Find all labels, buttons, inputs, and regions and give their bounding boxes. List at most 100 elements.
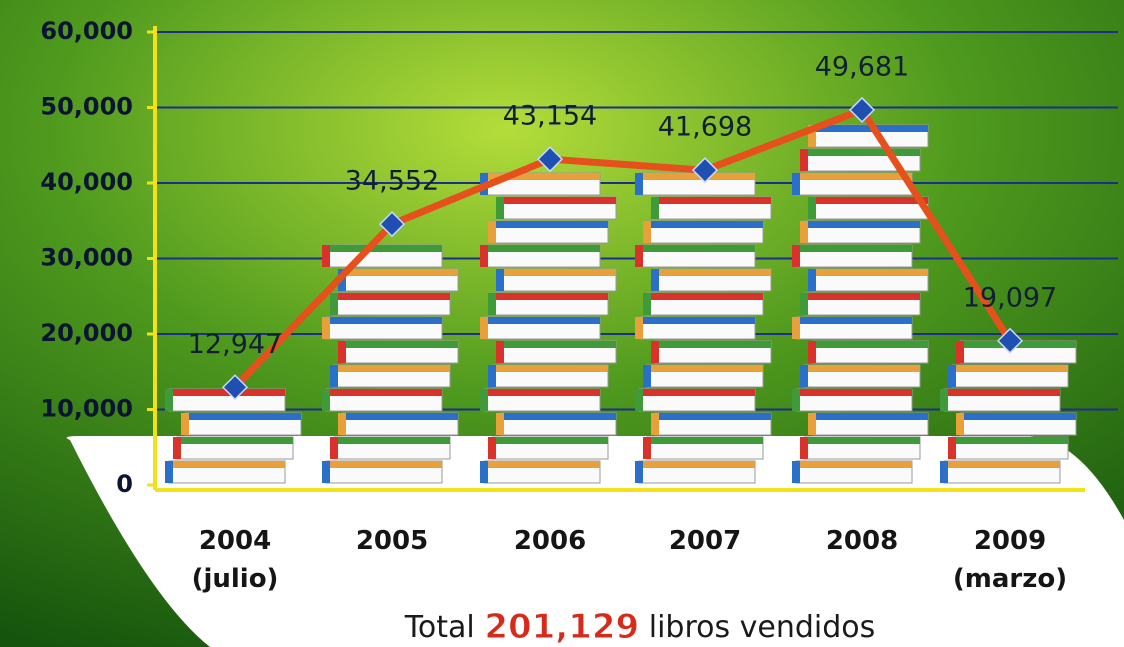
book-spine: [651, 197, 659, 219]
book-spine: [322, 245, 330, 267]
book-cover: [796, 245, 912, 252]
line: [232, 106, 1013, 390]
book-spine: [948, 437, 956, 459]
footer-lead: Total: [404, 610, 475, 645]
book-cover: [177, 437, 293, 444]
book-cover: [655, 197, 771, 204]
book-cover: [169, 389, 285, 396]
marker: [536, 146, 564, 173]
book-spine: [488, 437, 496, 459]
book-spine: [330, 437, 338, 459]
book-cover: [804, 437, 920, 444]
book-cover: [492, 293, 608, 300]
x-tick-label: 2008: [825, 526, 899, 556]
book-cover: [334, 437, 450, 444]
book-spine: [496, 197, 504, 219]
book-cover: [169, 461, 285, 468]
book-cover: [484, 173, 600, 180]
footer: Total 201,129 libros vendidos: [404, 607, 876, 647]
footer-total: 201,129: [484, 607, 639, 647]
book-cover: [342, 341, 458, 348]
book-cover: [655, 269, 771, 276]
y-tick-label: 10,000: [40, 395, 133, 423]
marker: [691, 157, 719, 184]
book-spine: [643, 221, 651, 243]
book-stack: [635, 172, 772, 484]
book-cover: [639, 173, 755, 180]
book-cover: [960, 413, 1076, 420]
book-spine: [322, 389, 330, 411]
book-cover: [492, 365, 608, 372]
book-cover: [334, 365, 450, 372]
book-spine: [643, 293, 651, 315]
book-spine: [956, 341, 964, 363]
book-spine: [173, 437, 181, 459]
book-spine: [651, 341, 659, 363]
book-spine: [800, 221, 808, 243]
book-cover: [639, 389, 755, 396]
book-spine: [808, 341, 816, 363]
x-tick-label: 2005: [355, 526, 429, 556]
marker: [848, 96, 876, 123]
book-spine: [635, 389, 643, 411]
y-tick-label: 60,000: [40, 17, 133, 45]
book-cover: [944, 461, 1060, 468]
marker: [996, 327, 1024, 354]
book-cover: [342, 413, 458, 420]
book-spine: [338, 341, 346, 363]
book-spine: [338, 413, 346, 435]
book-cover: [647, 365, 763, 372]
book-spine: [808, 269, 816, 291]
y-tick-label: 20,000: [40, 319, 133, 347]
book-cover: [655, 341, 771, 348]
data-label: 12,947: [188, 329, 282, 360]
book-stack: [322, 244, 459, 484]
book-cover: [639, 461, 755, 468]
y-tick-label: 50,000: [40, 93, 133, 121]
book-cover: [952, 365, 1068, 372]
book-stack: [165, 388, 302, 484]
book-stack: [480, 172, 617, 484]
book-spine: [800, 149, 808, 171]
book-spine: [800, 293, 808, 315]
book-cover: [639, 317, 755, 324]
book-stack: [792, 124, 929, 484]
book-cover: [812, 413, 928, 420]
book-spine: [792, 245, 800, 267]
book-spine: [181, 413, 189, 435]
book-cover: [484, 461, 600, 468]
y-tick-label: 30,000: [40, 244, 133, 272]
data-label: 34,552: [345, 166, 439, 197]
book-spine: [480, 317, 488, 339]
y-tick-label: 40,000: [40, 168, 133, 196]
plot: 0 10,000 20,000 30,000 40,000 50,000 60,000 12,…: [40, 17, 1118, 498]
book-cover: [647, 221, 763, 228]
book-cover: [492, 437, 608, 444]
book-spine: [651, 269, 659, 291]
book-spine: [488, 293, 496, 315]
book-cover: [796, 389, 912, 396]
footer-tail: libros vendidos: [649, 610, 876, 645]
book-spine: [322, 317, 330, 339]
book-spine: [480, 245, 488, 267]
book-spine: [956, 413, 964, 435]
book-spine: [808, 413, 816, 435]
book-cover: [334, 293, 450, 300]
book-spine: [496, 413, 504, 435]
book-spine: [948, 365, 956, 387]
book-cover: [484, 245, 600, 252]
book-spine: [808, 197, 816, 219]
book-spine: [488, 221, 496, 243]
book-spine: [165, 389, 173, 411]
book-spine: [635, 461, 643, 483]
book-cover: [500, 197, 616, 204]
book-cover: [342, 269, 458, 276]
book-spine: [643, 437, 651, 459]
book-spine: [322, 461, 330, 483]
x-tick-label: 2004 (julio): [191, 526, 279, 594]
book-cover: [804, 149, 920, 156]
book-spine: [643, 365, 651, 387]
book-cover: [952, 437, 1068, 444]
book-spine: [940, 389, 948, 411]
